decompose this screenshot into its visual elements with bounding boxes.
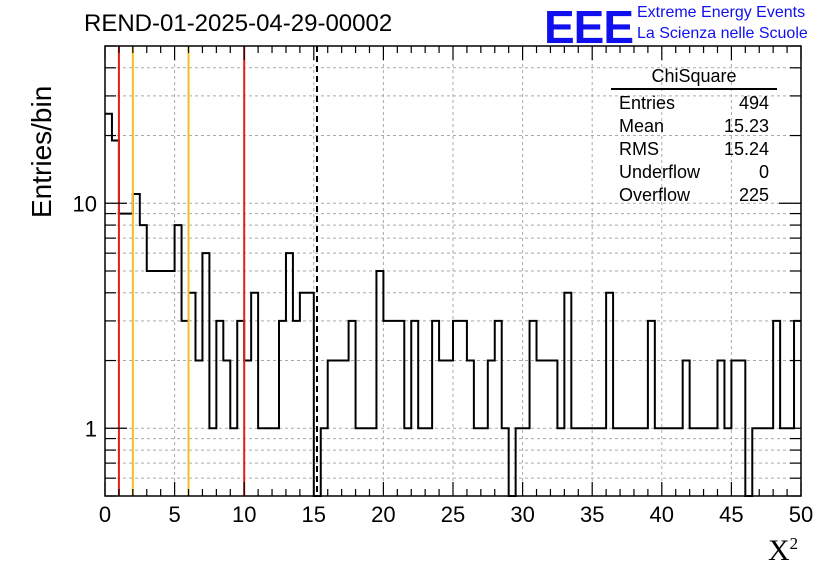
x-axis-label-symbol: X [768, 534, 790, 567]
stats-label: RMS [619, 139, 659, 159]
stats-row-rms: RMS 15.24 [611, 138, 777, 161]
stats-row-entries: Entries 494 [611, 92, 777, 115]
x-tick-label: 45 [719, 502, 743, 527]
x-tick-label: 35 [580, 502, 604, 527]
stats-box-title: ChiSquare [611, 66, 777, 90]
x-tick-label: 25 [441, 502, 465, 527]
stats-label: Entries [619, 93, 676, 113]
x-axis-label: X2 [768, 534, 798, 568]
y-tick-label: 10 [73, 191, 97, 216]
stats-label: Underflow [619, 162, 701, 182]
stats-row-overflow: Overflow 225 [611, 184, 777, 207]
x-axis-label-exponent: 2 [789, 534, 799, 553]
x-tick-label: 10 [232, 502, 256, 527]
chart-title: REND-01-2025-04-29-00002 [84, 10, 393, 37]
stats-row-mean: Mean 15.23 [611, 115, 777, 138]
x-tick-label: 20 [371, 502, 395, 527]
histogram-line [105, 112, 801, 497]
x-tick-label: 30 [510, 502, 534, 527]
y-tick-label: 1 [85, 416, 97, 441]
stats-label: Overflow [619, 185, 691, 205]
stats-value: 15.23 [723, 116, 769, 136]
x-tick-label: 40 [650, 502, 674, 527]
x-tick-label: 5 [168, 502, 180, 527]
x-tick-label: 15 [302, 502, 326, 527]
stats-box: ChiSquare Entries 494 Mean 15.23 RMS 15.… [611, 66, 777, 207]
logo-caption: Extreme Energy Events La Scienza nelle S… [637, 2, 808, 44]
x-tick-label: 0 [99, 502, 111, 527]
eee-logo: EEE [544, 1, 634, 53]
logo-line-1: Extreme Energy Events [637, 4, 806, 21]
stats-value: 494 [738, 93, 769, 113]
stats-value: 15.24 [723, 139, 769, 159]
logo-line-2: La Scienza nelle Scuole [637, 25, 808, 42]
y-axis-label: Entries/bin [26, 85, 57, 218]
stats-value: 225 [738, 185, 769, 205]
stats-row-underflow: Underflow 0 [611, 161, 777, 184]
stats-label: Mean [619, 116, 665, 136]
x-tick-label: 50 [789, 502, 813, 527]
stats-value: 0 [758, 162, 769, 182]
y-axis-label-wrap: Entries/bin [6, 38, 57, 218]
